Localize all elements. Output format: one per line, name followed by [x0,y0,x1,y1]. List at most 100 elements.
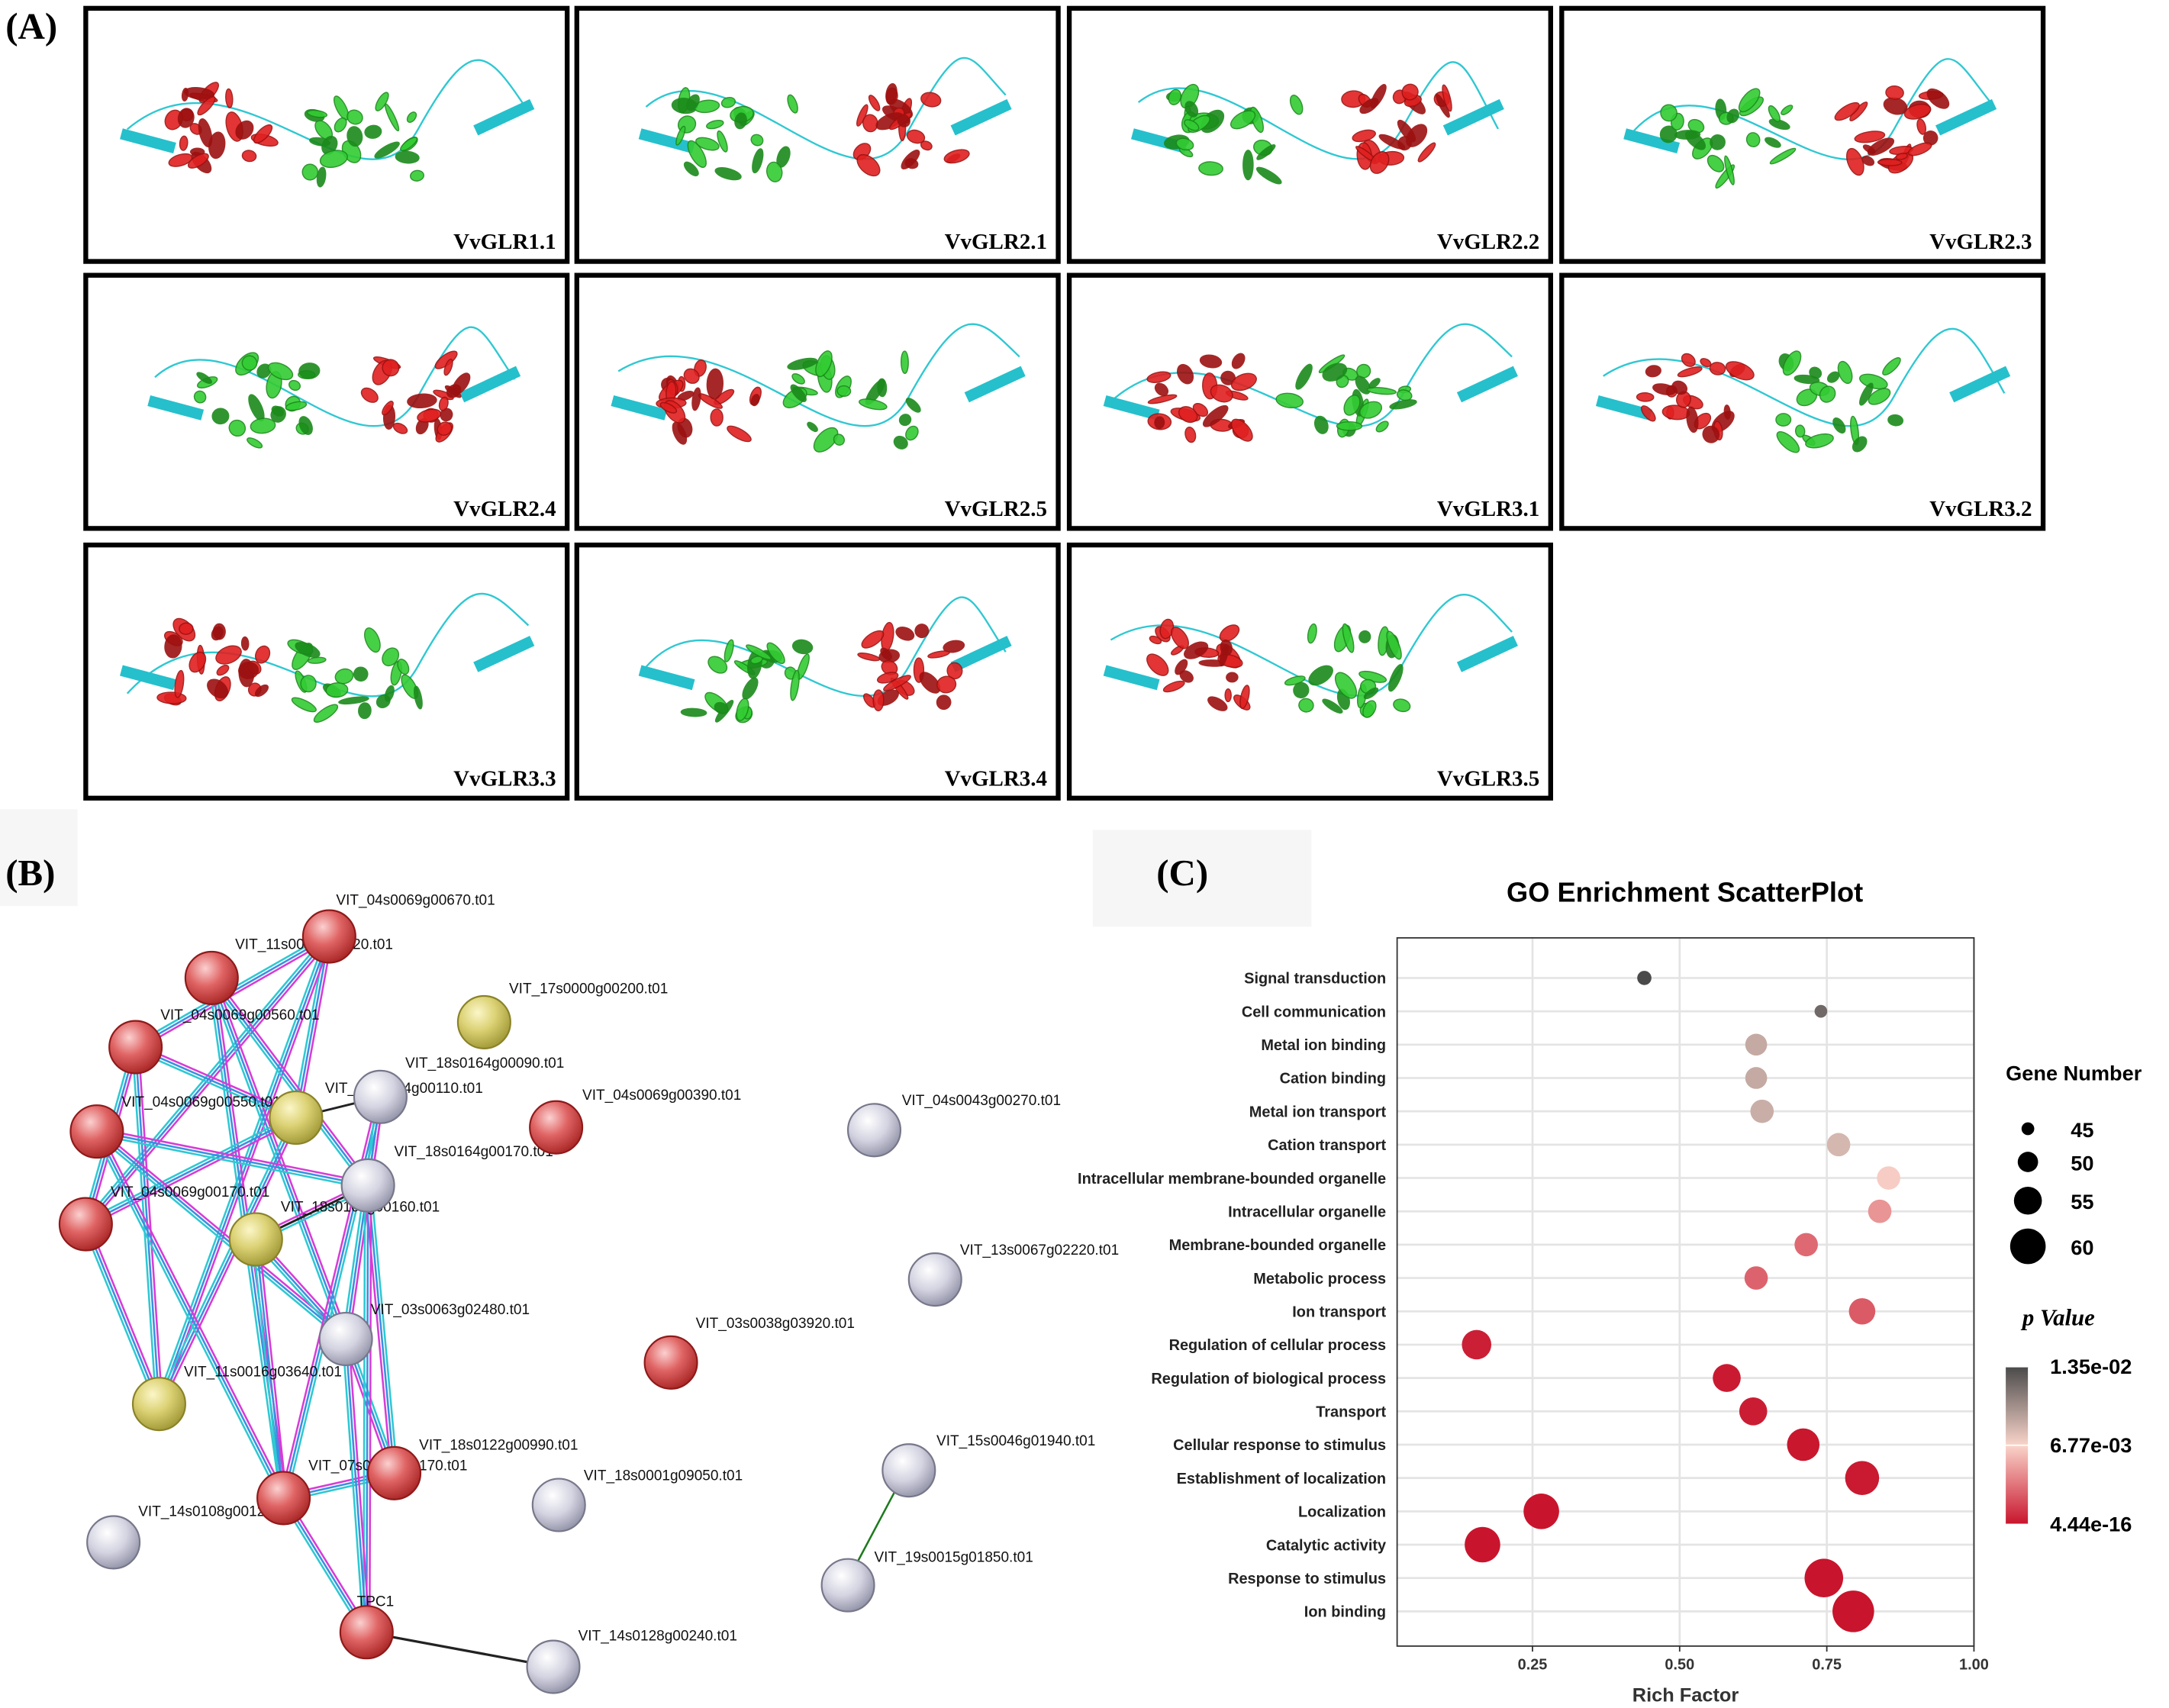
ribbon [750,394,760,407]
node-label: VIT_11s0016g03640.t01 [184,1364,342,1380]
ribbon [686,94,700,111]
ribbon [228,419,247,437]
edge [369,1184,398,1474]
ribbon [943,640,965,653]
ribbon [1368,378,1381,389]
ribbon [791,373,805,385]
ribbon [1436,93,1450,118]
helix [1456,636,1518,672]
structure-box: VvGLR2.2 [1066,5,1553,264]
edge [211,977,347,1339]
ribbon [1745,132,1761,148]
ribbon [1358,630,1371,643]
ribbon [901,150,920,170]
ribbon [872,689,885,712]
ribbon [787,357,818,370]
legend-size-mark [2013,1186,2042,1215]
ribbon [184,87,215,100]
ribbon [1180,83,1200,109]
ribbon [1686,406,1699,433]
ribbon [1149,635,1162,645]
ribbon [1184,101,1199,118]
ribbon [1671,380,1688,395]
edge [344,1339,368,1632]
ribbon [914,624,930,639]
ribbon [189,651,207,673]
edge [155,1116,295,1403]
node [820,1558,875,1613]
node-label: VIT_04s0069g00560.t01 [160,1007,319,1023]
ribbon [1926,88,1950,109]
ribbon [364,124,382,139]
ribbon [1207,696,1228,711]
ribbon [307,656,327,664]
ribbon [1775,413,1792,427]
node [367,1445,422,1500]
ribbon [241,355,258,371]
x-tick-label: 0.50 [1665,1657,1694,1674]
point [1465,1526,1500,1563]
ribbon [295,641,321,658]
ribbon [382,359,400,377]
edge [208,979,366,1188]
ribbon [334,117,347,133]
node [318,1311,373,1367]
ribbon [727,425,752,443]
point [1744,1266,1768,1290]
ribbon [1710,134,1726,150]
y-tick-label: Response to stimulus [1228,1571,1386,1587]
y-tick-label: Ion binding [1304,1604,1386,1621]
ribbon [746,644,772,660]
helix [1103,395,1160,421]
ribbon [807,421,818,433]
edge [369,1185,372,1632]
ribbon [1226,672,1239,683]
point [1739,1397,1768,1426]
ribbon [1219,624,1240,643]
node-label: VIT_14s0128g00240.t01 [579,1629,737,1645]
ribbon [1322,698,1343,714]
y-tick-label: Cation binding [1280,1071,1386,1088]
node [228,1212,283,1267]
ribbon [1342,623,1355,653]
ribbon [1834,102,1860,121]
y-tick-label: Intracellular membrane-bounded organelle [1078,1171,1386,1188]
ribbon [215,645,242,665]
ribbon [885,82,898,105]
ribbon [291,697,317,713]
node-label: VIT_18s0122g00990.t01 [419,1437,578,1453]
node [131,1377,186,1432]
legend-size-mark [2021,1122,2035,1136]
helix [147,395,205,421]
ribbon [392,422,408,434]
helix [1595,395,1652,421]
ribbon [1184,641,1209,659]
ribbon [787,94,798,114]
ribbon [1154,382,1169,397]
ribbon [895,627,915,641]
node-label: VIT_14s0108g00120.t01 [138,1503,297,1519]
ribbon [235,120,254,140]
ribbon [859,398,888,411]
edge [96,1130,346,1340]
helix [950,636,1012,672]
y-tick-label: Regulation of biological process [1151,1371,1386,1387]
point [1845,1461,1880,1495]
helix [1623,128,1681,153]
ribbon [1805,433,1834,449]
edge [366,1185,395,1474]
structure-label: VvGLR2.2 [1437,230,1539,254]
node-label: VIT_13s0067g02220.t01 [960,1242,1119,1258]
structure-box: VvGLR3.2 [1559,272,2046,531]
ribbon [1854,131,1886,143]
edge [87,1223,163,1403]
structure-box: VvGLR2.4 [83,272,570,531]
ribbon [216,665,230,676]
coil [645,56,1007,160]
node-label: VIT_04s0069g00170.t01 [111,1184,269,1200]
ribbon [1882,357,1901,375]
edge [97,1127,369,1184]
ribbon [883,675,911,691]
ribbon [687,140,707,168]
